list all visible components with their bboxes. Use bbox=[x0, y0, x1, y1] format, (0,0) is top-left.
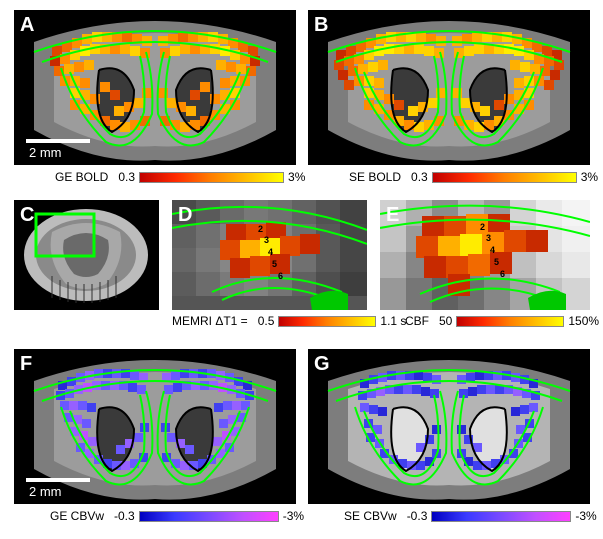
colorbar-f-max: -3% bbox=[283, 509, 304, 523]
colorbar-f-label: GE CBVw bbox=[50, 509, 104, 523]
layer-6-d: 6 bbox=[278, 271, 283, 281]
panel-c: C bbox=[14, 200, 159, 310]
panel-d-label: D bbox=[178, 204, 192, 227]
colorbar-d-min: 0.5 bbox=[258, 314, 275, 328]
colorbar-e-bar bbox=[456, 316, 564, 327]
colorbar-g-max: -3% bbox=[575, 509, 596, 523]
panel-c-svg bbox=[14, 200, 159, 310]
colorbar-f: GE CBVw -0.3 -3% bbox=[50, 509, 308, 523]
colorbar-e: CBF 50 150% bbox=[405, 314, 603, 328]
colorbar-d-max: 1.1 s bbox=[380, 314, 406, 328]
colorbar-g: SE CBVw -0.3 -3% bbox=[344, 509, 601, 523]
colorbar-d: MEMRI ΔT1 = 0.5 1.1 s bbox=[172, 314, 410, 328]
colorbar-e-max: 150% bbox=[568, 314, 599, 328]
layer-3-d: 3 bbox=[264, 235, 269, 245]
colorbar-a-min: 0.3 bbox=[118, 170, 135, 184]
panel-e-svg bbox=[380, 200, 590, 310]
colorbar-a-label: GE BOLD bbox=[55, 170, 108, 184]
colorbar-e-min: 50 bbox=[439, 314, 452, 328]
scalebar-f-text: 2 mm bbox=[29, 484, 62, 499]
layer-4-d: 4 bbox=[268, 247, 273, 257]
panel-e: E 2 3 4 5 6 bbox=[380, 200, 590, 310]
panel-f-label: F bbox=[20, 353, 32, 376]
panel-g-label: G bbox=[314, 353, 330, 376]
colorbar-f-min: -0.3 bbox=[114, 509, 135, 523]
layer-6-e: 6 bbox=[500, 269, 505, 279]
colorbar-e-label: CBF bbox=[405, 314, 429, 328]
panel-b-label: B bbox=[314, 14, 328, 37]
layer-3-e: 3 bbox=[486, 233, 491, 243]
layer-5-e: 5 bbox=[494, 257, 499, 267]
scalebar-f bbox=[26, 478, 90, 482]
layer-4-e: 4 bbox=[490, 245, 495, 255]
panel-d: D 2 3 4 5 6 bbox=[172, 200, 367, 310]
panel-a-label: A bbox=[20, 14, 34, 37]
colorbar-b-min: 0.3 bbox=[411, 170, 428, 184]
panel-c-label: C bbox=[20, 204, 34, 227]
panel-b: B bbox=[308, 10, 590, 165]
colorbar-b-bar bbox=[432, 172, 577, 183]
colorbar-g-bar bbox=[431, 511, 571, 522]
panel-e-label: E bbox=[386, 204, 399, 227]
panel-g-svg bbox=[308, 349, 590, 504]
colorbar-a-bar bbox=[139, 172, 284, 183]
layer-2-e: 2 bbox=[480, 222, 485, 232]
panel-a: A 2 mm bbox=[14, 10, 296, 165]
colorbar-f-bar bbox=[139, 511, 279, 522]
panel-b-svg bbox=[308, 10, 590, 165]
colorbar-b-max: 3% bbox=[581, 170, 598, 184]
layer-2-d: 2 bbox=[258, 224, 263, 234]
panel-g: G bbox=[308, 349, 590, 504]
colorbar-g-min: -0.3 bbox=[407, 509, 428, 523]
panel-f: F 2 mm bbox=[14, 349, 296, 504]
layer-5-d: 5 bbox=[272, 259, 277, 269]
colorbar-d-label: MEMRI ΔT1 = bbox=[172, 314, 248, 328]
colorbar-b-label: SE BOLD bbox=[349, 170, 401, 184]
colorbar-g-label: SE CBVw bbox=[344, 509, 397, 523]
colorbar-d-bar bbox=[278, 316, 376, 327]
colorbar-b: SE BOLD 0.3 3% bbox=[349, 170, 602, 184]
colorbar-a: GE BOLD 0.3 3% bbox=[55, 170, 309, 184]
scalebar-a-text: 2 mm bbox=[29, 145, 62, 160]
scalebar-a bbox=[26, 139, 90, 143]
colorbar-a-max: 3% bbox=[288, 170, 305, 184]
